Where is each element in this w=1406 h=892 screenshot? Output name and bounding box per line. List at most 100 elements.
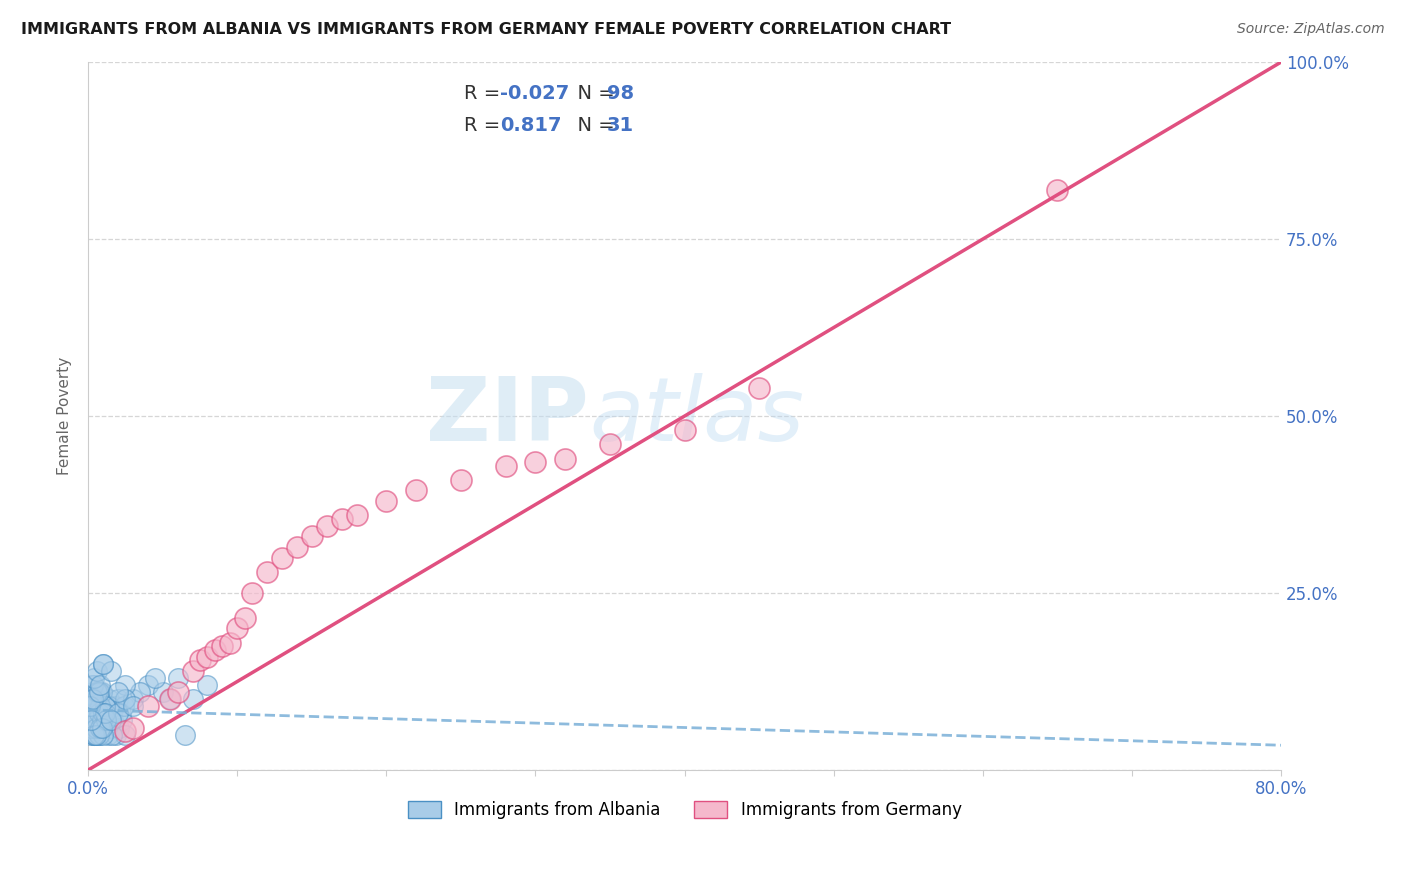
Point: [554, 451, 576, 466]
Point: [89, 678, 111, 692]
Text: IMMIGRANTS FROM ALBANIA VS IMMIGRANTS FROM GERMANY FEMALE POVERTY CORRELATION CH: IMMIGRANTS FROM ALBANIA VS IMMIGRANTS FR…: [21, 22, 952, 37]
Point: [83, 671, 105, 685]
Point: [285, 540, 308, 554]
Point: [405, 483, 427, 498]
Point: [101, 728, 124, 742]
Point: [174, 728, 197, 742]
Point: [315, 518, 337, 533]
Text: atlas: atlas: [589, 373, 804, 459]
Point: [94, 714, 117, 728]
Point: [82, 678, 104, 692]
Point: [79, 699, 101, 714]
Point: [93, 714, 115, 728]
Text: N =: N =: [565, 85, 621, 103]
Text: R =: R =: [464, 85, 506, 103]
Point: [80, 692, 103, 706]
Point: [98, 692, 121, 706]
Point: [330, 512, 353, 526]
Point: [84, 692, 107, 706]
Point: [122, 692, 145, 706]
Text: R =: R =: [464, 116, 506, 136]
Point: [89, 699, 111, 714]
Point: [114, 728, 136, 742]
Text: 0.817: 0.817: [499, 116, 561, 136]
Point: [91, 706, 114, 721]
Point: [84, 721, 107, 735]
Point: [86, 685, 108, 699]
Point: [89, 685, 111, 699]
Point: [233, 611, 256, 625]
Point: [105, 728, 128, 742]
Point: [107, 685, 129, 699]
Point: [83, 728, 105, 742]
Point: [82, 721, 104, 735]
Point: [256, 565, 278, 579]
Point: [87, 706, 110, 721]
Point: [89, 721, 111, 735]
Point: [90, 714, 112, 728]
Point: [84, 714, 107, 728]
Point: [129, 685, 152, 699]
Point: [94, 714, 117, 728]
Point: [93, 699, 115, 714]
Point: [114, 678, 136, 692]
Point: [197, 678, 219, 692]
Point: [100, 664, 122, 678]
Point: [114, 692, 136, 706]
Point: [80, 692, 103, 706]
Point: [91, 657, 114, 671]
Text: ZIP: ZIP: [426, 373, 589, 459]
Point: [599, 437, 621, 451]
Point: [197, 649, 219, 664]
Point: [82, 685, 104, 699]
Point: [93, 699, 115, 714]
Point: [87, 728, 110, 742]
Point: [375, 494, 398, 508]
Point: [91, 657, 114, 671]
Point: [83, 728, 105, 742]
Point: [83, 728, 105, 742]
Point: [188, 653, 211, 667]
Point: [103, 714, 125, 728]
Point: [240, 586, 263, 600]
Point: [90, 721, 112, 735]
Point: [89, 721, 111, 735]
Point: [84, 721, 107, 735]
Point: [181, 664, 204, 678]
Point: [748, 381, 770, 395]
Point: [83, 692, 105, 706]
Point: [83, 706, 105, 721]
Point: [86, 685, 108, 699]
Point: [136, 678, 159, 692]
Point: [1046, 183, 1069, 197]
Point: [100, 714, 122, 728]
Point: [93, 699, 115, 714]
Text: Source: ZipAtlas.com: Source: ZipAtlas.com: [1237, 22, 1385, 37]
Point: [86, 664, 108, 678]
Text: N =: N =: [565, 116, 621, 136]
Point: [86, 699, 108, 714]
Point: [226, 622, 249, 636]
Point: [211, 639, 233, 653]
Point: [80, 692, 103, 706]
Text: 31: 31: [607, 116, 634, 136]
Point: [218, 635, 240, 649]
Point: [107, 706, 129, 721]
Y-axis label: Female Poverty: Female Poverty: [58, 357, 72, 475]
Point: [108, 721, 131, 735]
Point: [114, 724, 136, 739]
Point: [98, 699, 121, 714]
Point: [89, 721, 111, 735]
Point: [673, 423, 696, 437]
Point: [136, 699, 159, 714]
Point: [87, 706, 110, 721]
Point: [159, 692, 181, 706]
Point: [104, 699, 127, 714]
Point: [301, 529, 323, 543]
Point: [204, 642, 226, 657]
Point: [80, 714, 103, 728]
Point: [346, 508, 368, 523]
Point: [87, 706, 110, 721]
Point: [166, 685, 188, 699]
Point: [122, 699, 145, 714]
